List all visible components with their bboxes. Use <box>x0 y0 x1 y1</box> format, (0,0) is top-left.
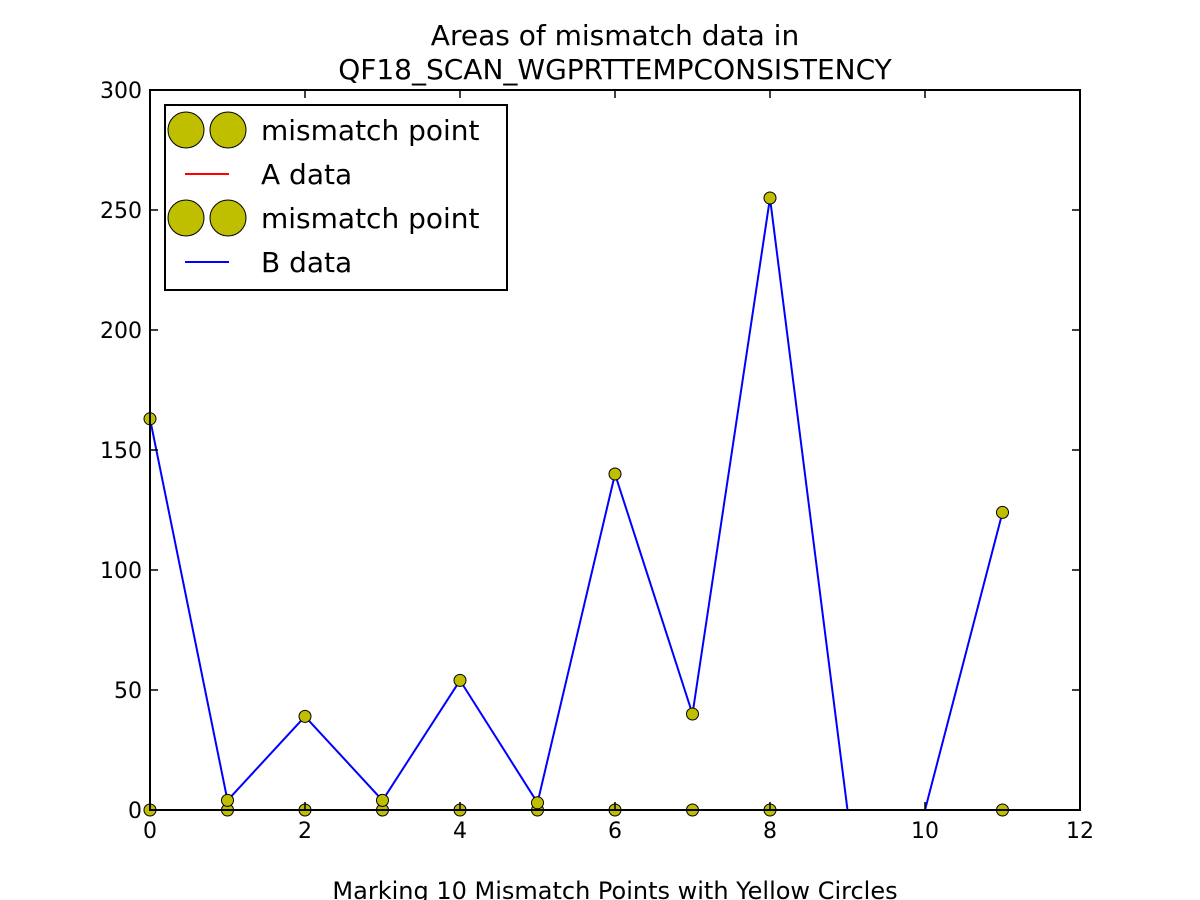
mismatch-point-b-data <box>608 467 622 481</box>
legend-marker-icon <box>209 111 247 149</box>
x-tick-label: 0 <box>143 819 157 844</box>
legend-label-b-data: B data <box>261 246 352 279</box>
x-tick-label: 10 <box>911 819 939 844</box>
mismatch-point-b-data <box>453 673 467 687</box>
y-tick-label: 0 <box>128 799 142 824</box>
mismatch-point-b-data <box>686 707 699 721</box>
chart-title-line-1: Areas of mismatch data in <box>431 19 799 52</box>
mismatch-point-b-data <box>996 505 1009 519</box>
x-tick-label: 2 <box>298 819 312 844</box>
mismatch-point-b-data <box>221 793 234 807</box>
x-tick-label: 6 <box>608 819 622 844</box>
y-tick-label: 200 <box>100 319 142 344</box>
x-tick-label: 8 <box>763 819 777 844</box>
legend: mismatch point A data mismatch point B d… <box>164 104 508 291</box>
legend-marker-icon <box>167 111 205 149</box>
y-tick-label: 300 <box>100 79 142 104</box>
x-axis-label: Marking 10 Mismatch Points with Yellow C… <box>332 877 897 900</box>
mismatch-point-b-data <box>376 793 389 807</box>
legend-label-mismatch-point-2: mismatch point <box>261 202 480 235</box>
y-tick-label: 250 <box>100 199 142 224</box>
y-tick-label: 150 <box>100 439 142 464</box>
mismatch-point-b-data <box>763 191 777 205</box>
chart-title-line-2: QF18_SCAN_WGPRTTEMPCONSISTENCY <box>338 53 892 86</box>
mismatch-point-b-data <box>298 709 312 723</box>
legend-label-a-data: A data <box>261 158 352 191</box>
y-tick-label: 50 <box>114 679 142 704</box>
y-tick-labels: 0 50 100 150 200 250 300 <box>100 79 142 824</box>
legend-label-mismatch-point-1: mismatch point <box>261 114 480 147</box>
legend-marker-icon <box>209 199 247 237</box>
y-tick-label: 100 <box>100 559 142 584</box>
x-tick-label: 4 <box>453 819 467 844</box>
x-tick-labels: 0 2 4 6 8 10 12 <box>143 819 1094 844</box>
x-tick-label: 12 <box>1066 819 1094 844</box>
legend-marker-icon <box>167 199 205 237</box>
axis-ticks <box>149 89 1081 811</box>
mismatch-point-b-data <box>531 796 544 810</box>
